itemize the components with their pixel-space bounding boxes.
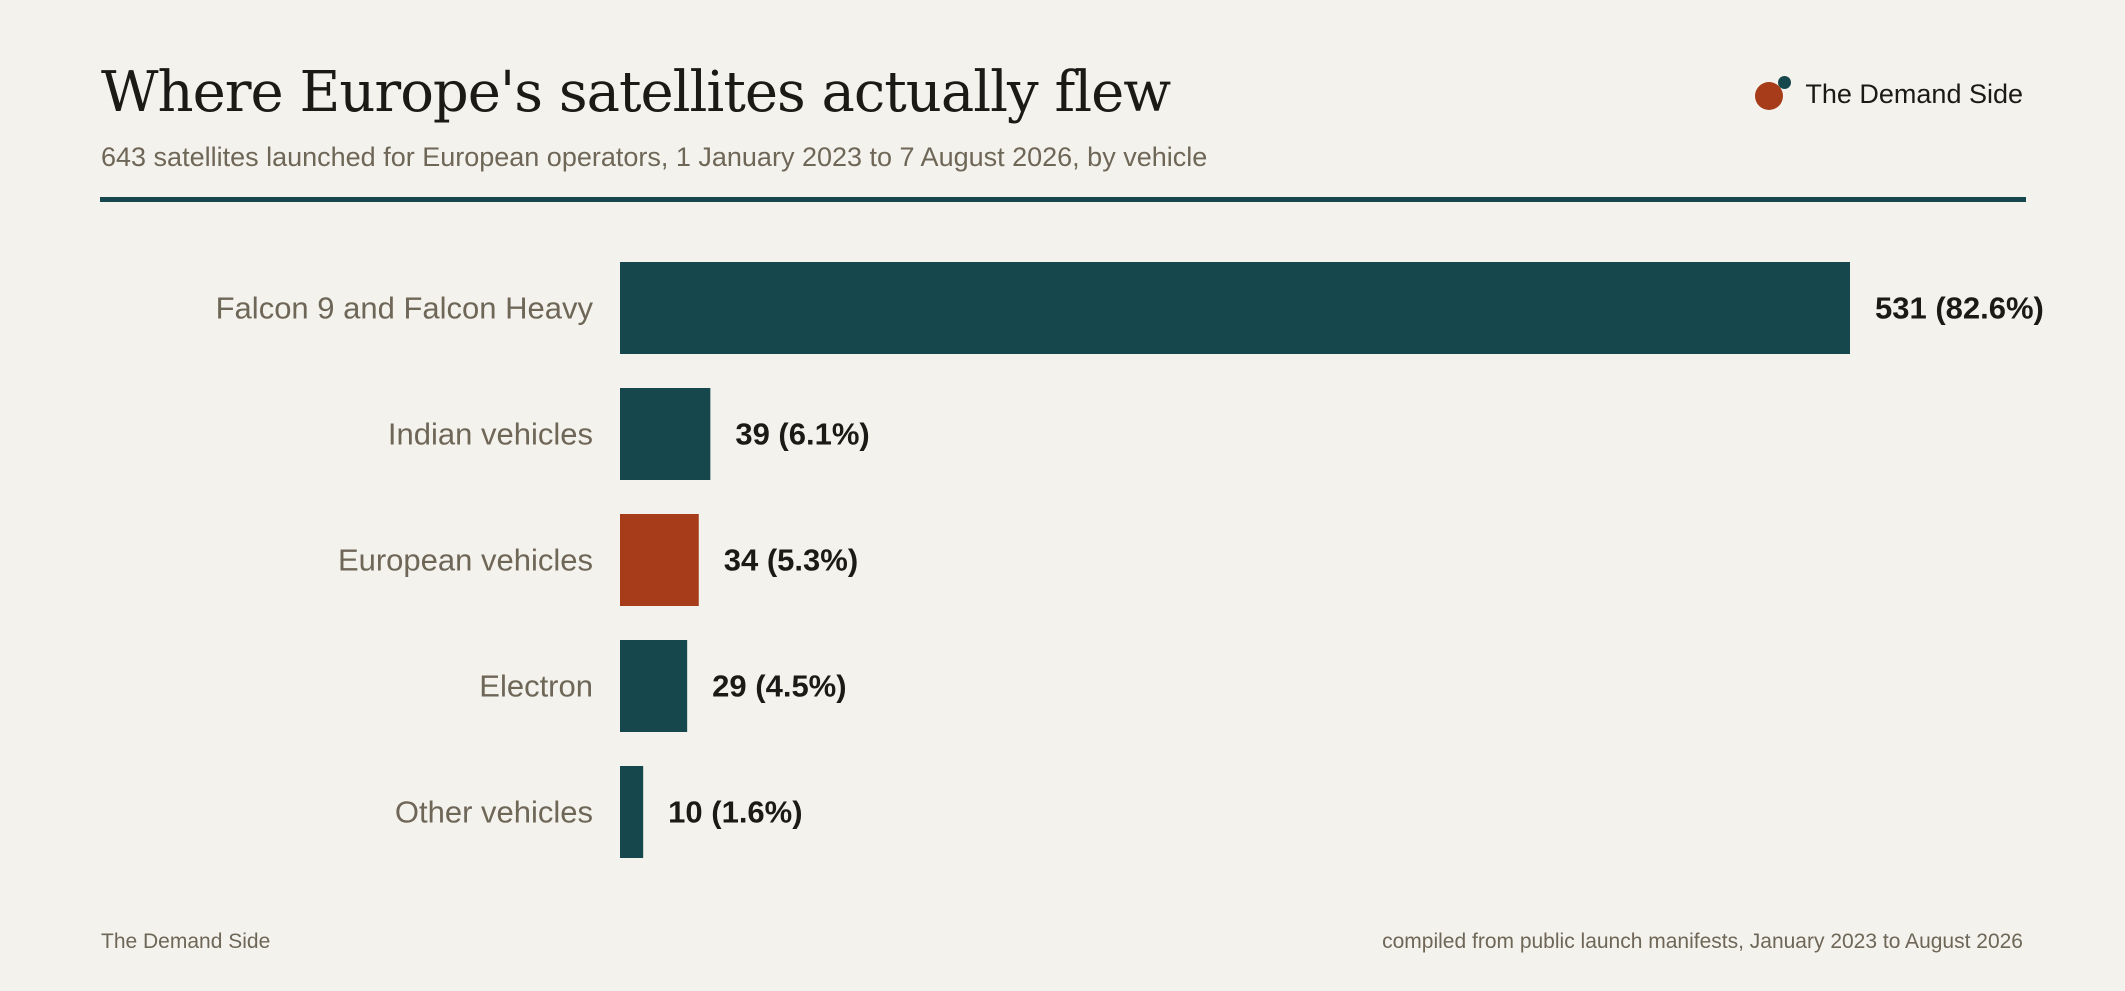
brand-name: The Demand Side <box>1805 78 2023 109</box>
bar <box>620 262 1850 354</box>
value-label: 10 (1.6%) <box>668 795 802 830</box>
chart-subtitle: 643 satellites launched for European ope… <box>101 142 1208 172</box>
bar <box>620 388 711 480</box>
category-label: Indian vehicles <box>388 417 593 452</box>
bar <box>620 640 688 732</box>
value-label: 531 (82.6%) <box>1875 291 2044 326</box>
chart-title: Where Europe's satellites actually flew <box>101 60 1171 125</box>
category-label: Falcon 9 and Falcon Heavy <box>216 291 594 326</box>
value-label: 34 (5.3%) <box>724 543 858 578</box>
category-label: European vehicles <box>338 543 593 578</box>
value-label: 39 (6.1%) <box>735 417 869 452</box>
bar-chart: Falcon 9 and Falcon Heavy 531 (82.6%) Indi… <box>216 262 2044 858</box>
brand: The Demand Side <box>1755 76 2023 112</box>
brand-logo-small-dot <box>1778 76 1792 89</box>
bar <box>620 514 699 606</box>
bar <box>620 766 644 858</box>
brand-logo-icon <box>1755 76 1792 112</box>
category-label: Other vehicles <box>395 795 593 830</box>
footer-source-right: compiled from public launch manifests, J… <box>1382 930 2023 953</box>
header-rule <box>100 197 2026 202</box>
footer-source-left: The Demand Side <box>101 930 271 953</box>
category-label: Electron <box>479 669 593 704</box>
value-label: 29 (4.5%) <box>712 669 846 704</box>
